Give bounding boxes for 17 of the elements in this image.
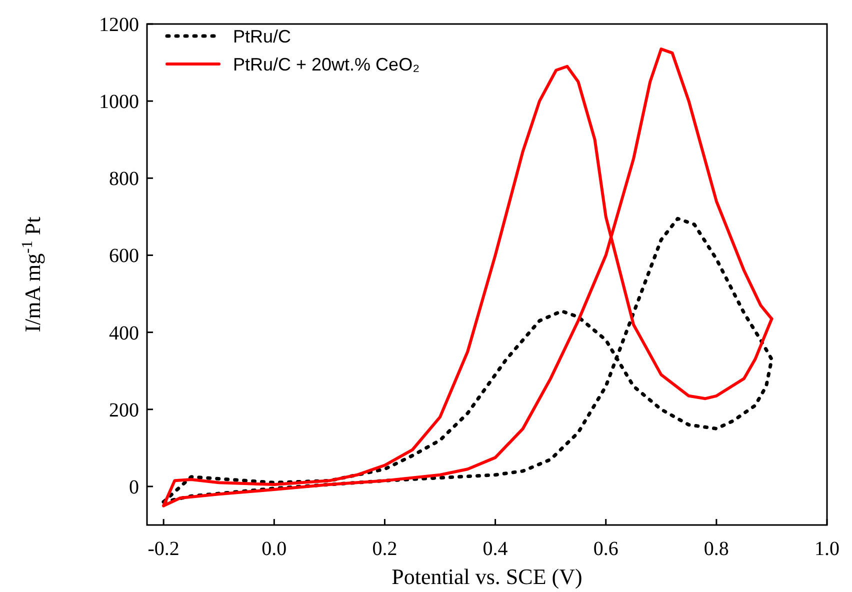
legend-label: PtRu/C + 20wt.% CeO₂ xyxy=(233,54,420,74)
x-tick-label: 1.0 xyxy=(814,538,840,560)
x-tick-label: 0.4 xyxy=(482,538,508,560)
x-tick-label: -0.2 xyxy=(148,538,180,560)
y-tick-label: 600 xyxy=(109,245,139,268)
legend-label: PtRu/C xyxy=(233,26,292,46)
x-tick-label: 0.6 xyxy=(593,538,618,560)
y-tick-label: 200 xyxy=(109,399,139,422)
x-tick-label: 0.0 xyxy=(262,538,287,560)
x-tick-label: 0.2 xyxy=(372,538,398,560)
y-tick-label: 400 xyxy=(109,322,139,344)
y-tick-label: 0 xyxy=(129,476,139,498)
y-tick-label: 1000 xyxy=(99,91,139,114)
y-tick-label: 800 xyxy=(109,168,139,190)
x-tick-label: 0.8 xyxy=(704,538,729,560)
x-axis-title: Potential vs. SCE (V) xyxy=(392,564,582,589)
y-tick-label: 1200 xyxy=(99,14,139,36)
